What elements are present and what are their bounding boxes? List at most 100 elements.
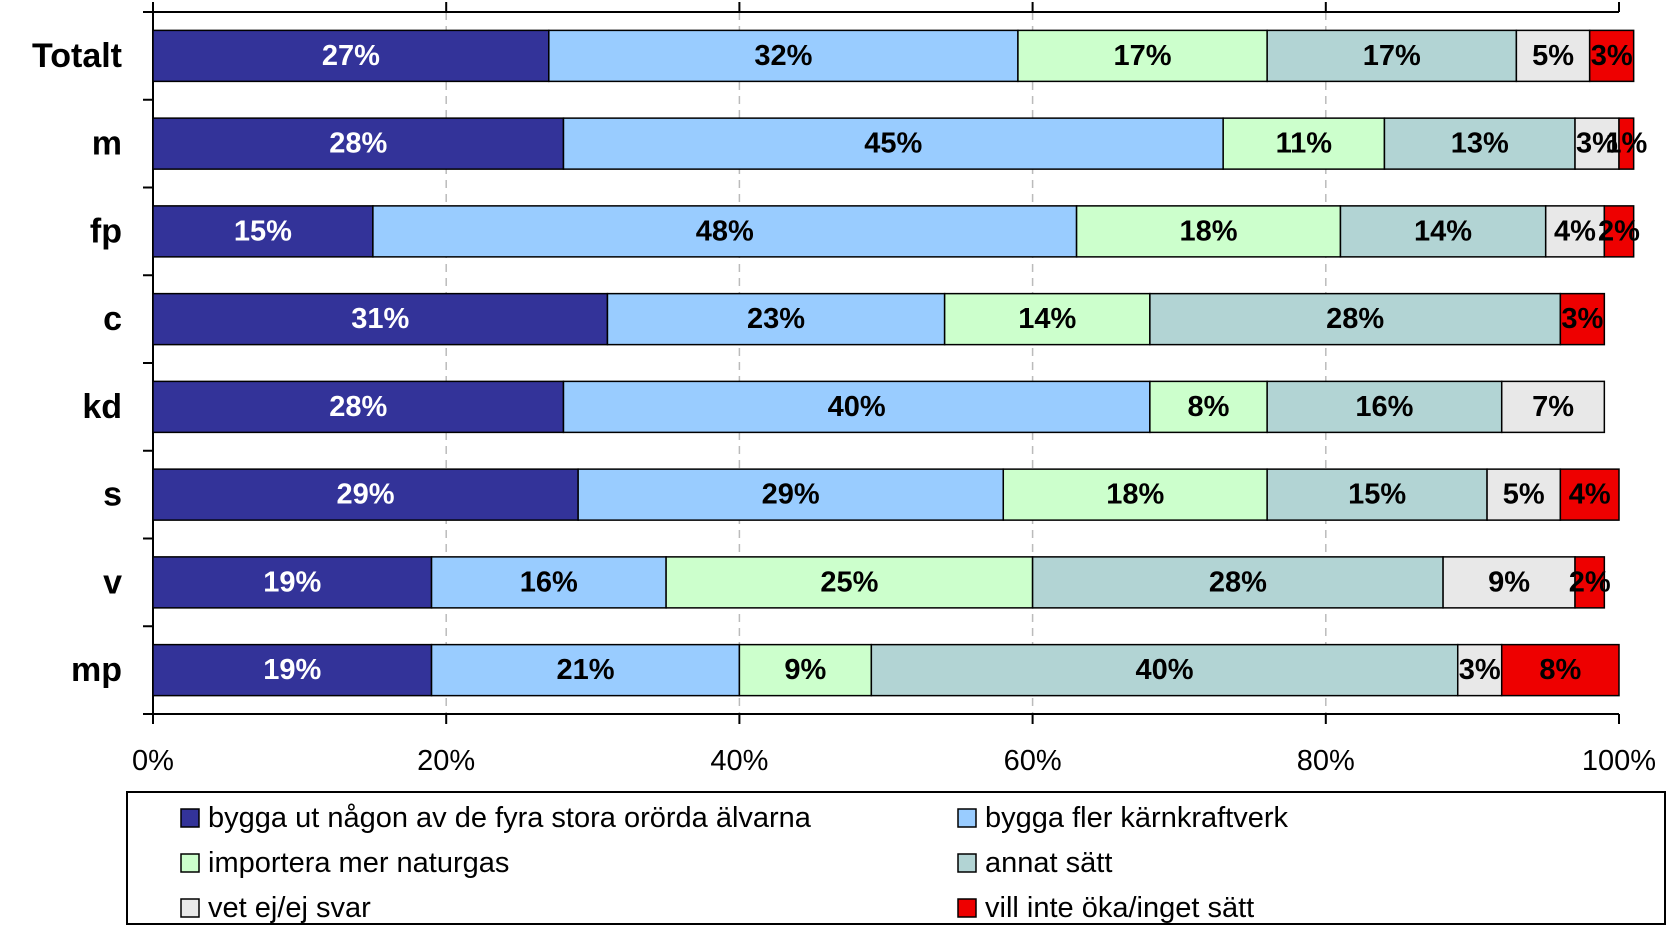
value-label: 31%: [351, 303, 409, 335]
bar-segment: [1574, 556, 1606, 609]
bar-segment: [1149, 380, 1268, 434]
bar-segment: [577, 468, 1005, 521]
value-label: 1%: [1605, 128, 1647, 160]
value-label: 2%: [1569, 566, 1611, 598]
bar-segment: [1442, 556, 1576, 609]
bar-segment: [1603, 205, 1635, 258]
bar-segment: [430, 643, 741, 697]
category-label: mp: [71, 651, 122, 689]
category-label: Totalt: [32, 37, 122, 75]
value-label: 7%: [1532, 391, 1574, 423]
value-label: 4%: [1569, 479, 1611, 511]
value-label: 3%: [1576, 128, 1618, 160]
value-label: 40%: [828, 391, 886, 423]
bar-segment: [152, 292, 609, 346]
bar-segment: [152, 29, 550, 83]
category-label: c: [103, 300, 122, 338]
category-label: kd: [82, 388, 122, 426]
bar-segment: [943, 292, 1151, 346]
bar-segment: [1588, 29, 1635, 83]
bar-segment: [1544, 205, 1606, 258]
value-label: 3%: [1591, 40, 1633, 72]
bar-segment: [1559, 468, 1620, 521]
legend-swatch: [957, 898, 977, 918]
value-label: 40%: [1136, 654, 1194, 686]
value-label: 14%: [1414, 215, 1472, 247]
bar-segment: [1618, 117, 1635, 170]
bar-segment: [1515, 29, 1591, 83]
value-label: 21%: [556, 654, 614, 686]
bar-segment: [1500, 643, 1620, 697]
bar-segment: [1266, 468, 1488, 521]
bar-segment: [1222, 117, 1386, 170]
value-label: 29%: [337, 479, 395, 511]
value-label: 18%: [1179, 215, 1237, 247]
x-tick-label: 60%: [1004, 745, 1062, 777]
value-label: 3%: [1459, 654, 1501, 686]
value-label: 25%: [820, 566, 878, 598]
bar-segment: [1456, 643, 1503, 697]
value-label: 19%: [263, 566, 321, 598]
value-label: 5%: [1532, 40, 1574, 72]
value-label: 11%: [1276, 128, 1333, 160]
legend-label: importera mer naturgas: [208, 847, 509, 879]
legend-box: [126, 791, 1666, 925]
value-label: 28%: [1209, 566, 1267, 598]
value-label: 8%: [1188, 391, 1230, 423]
legend-label: bygga fler kärnkraftverk: [985, 802, 1289, 834]
bar-segment: [1266, 380, 1503, 434]
value-label: 9%: [1488, 566, 1530, 598]
value-label: 3%: [1561, 303, 1603, 335]
bar-segment: [1486, 468, 1562, 521]
legend-label: vet ej/ej svar: [208, 892, 371, 924]
bar-segment: [1149, 292, 1562, 346]
value-label: 17%: [1363, 40, 1421, 72]
bar-segment: [152, 205, 374, 258]
value-label: 29%: [762, 479, 820, 511]
legend-swatch: [180, 853, 200, 873]
bar-segment: [152, 468, 579, 521]
bar-segment: [152, 380, 565, 434]
x-tick-label: 40%: [710, 745, 768, 777]
category-label: fp: [90, 212, 122, 250]
bar-segment: [870, 643, 1459, 697]
x-tick-label: 0%: [132, 745, 174, 777]
value-label: 27%: [322, 40, 380, 72]
bar-segment: [1017, 29, 1268, 83]
value-label: 5%: [1503, 479, 1545, 511]
legend-label: annat sätt: [985, 847, 1112, 879]
value-label: 19%: [263, 654, 321, 686]
value-label: 14%: [1018, 303, 1076, 335]
value-label: 15%: [234, 215, 292, 247]
value-label: 32%: [754, 40, 812, 72]
x-tick-label: 20%: [417, 745, 475, 777]
legend-swatch: [180, 898, 200, 918]
legend-swatch: [957, 808, 977, 828]
value-label: 28%: [1326, 303, 1384, 335]
value-label: 9%: [784, 654, 826, 686]
bar-segment: [1383, 117, 1576, 170]
legend-label: vill inte öka/inget sätt: [985, 892, 1254, 924]
bar-segment: [1339, 205, 1547, 258]
bar-segment: [152, 556, 433, 609]
value-label: 23%: [747, 303, 805, 335]
bar-segment: [1031, 556, 1444, 609]
legend-label: bygga ut någon av de fyra stora orörda ä…: [208, 802, 812, 834]
bar-segment: [152, 117, 565, 170]
bar-segment: [665, 556, 1034, 609]
bar-segment: [738, 643, 873, 697]
legend-swatch: [957, 853, 977, 873]
value-label: 28%: [329, 128, 387, 160]
value-label: 45%: [864, 128, 922, 160]
bar-segment: [606, 292, 946, 346]
value-label: 8%: [1539, 654, 1581, 686]
x-tick-label: 80%: [1297, 745, 1355, 777]
bar-segment: [1559, 292, 1606, 346]
category-label: m: [92, 125, 122, 163]
bar-segment: [562, 380, 1151, 434]
bar-segment: [430, 556, 667, 609]
value-label: 15%: [1348, 479, 1406, 511]
value-label: 17%: [1114, 40, 1172, 72]
